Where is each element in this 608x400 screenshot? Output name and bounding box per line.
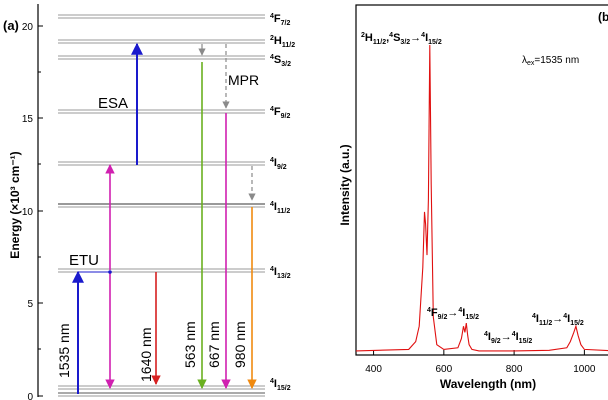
etu-label: ETU: [69, 252, 99, 269]
wl-label-667: 667 nm: [206, 321, 222, 368]
mpr-label: MPR: [228, 72, 259, 88]
peak-label-green: 2H11/2,4S3/2→4I15/2: [361, 32, 442, 46]
esa-label: ESA: [98, 95, 128, 112]
energy-tick-0: 0: [27, 392, 33, 400]
panel-a: (a) 0 5 10 15 20 Energy (×10³ cm⁻¹): [3, 4, 295, 400]
energy-ticks: [38, 25, 43, 397]
level-label-4i152: 4I15/2: [270, 378, 291, 392]
peak-label-red: 4F9/2→4I15/2: [427, 307, 479, 321]
peak-label-i92: 4I9/2→4I15/2: [484, 331, 532, 345]
energy-tick-15: 15: [22, 114, 34, 125]
level-label-4i112: 4I11/2: [270, 201, 290, 215]
wl-label-980: 980 nm: [232, 321, 248, 368]
energy-tick-20: 20: [22, 22, 34, 33]
excitation-label: λex=1535 nm: [522, 55, 579, 67]
wl-tick-1000: 1000: [573, 364, 596, 375]
x-axis-title: Wavelength (nm): [440, 377, 536, 391]
level-label-4s32: 4S3/2: [270, 54, 291, 68]
wl-tick-400: 400: [365, 364, 382, 375]
level-label-2h112: 2H11/2: [270, 35, 295, 49]
peak-label-nir: 4I11/2→4I15/2: [532, 313, 584, 327]
level-label-4i92: 4I9/2: [270, 157, 287, 171]
wl-label-1535: 1535 nm: [56, 324, 72, 378]
wl-label-1640: 1640 nm: [138, 328, 154, 382]
level-label-4f92: 4F9/2: [270, 106, 290, 120]
level-label-4f72: 4F7/2: [270, 13, 290, 27]
energy-tick-5: 5: [27, 299, 33, 310]
etu-dot: [108, 270, 112, 274]
level-label-4i132: 4I13/2: [270, 266, 291, 280]
spectrum-line: [355, 44, 608, 352]
y-axis-title: Intensity (a.u.): [338, 144, 352, 225]
wl-tick-800: 800: [506, 364, 523, 375]
wl-tick-600: 600: [435, 364, 452, 375]
plot-frame: [355, 4, 608, 356]
panel-b: (b) 400 600 800 1000 Wavelength (nm) Int…: [338, 4, 608, 391]
transition-arrows: [72, 42, 257, 394]
energy-levels: [58, 14, 265, 397]
energy-axis-title: Energy (×10³ cm⁻¹): [8, 151, 22, 258]
energy-tick-10: 10: [22, 207, 34, 218]
level-labels: 4F7/2 2H11/2 4S3/2 4F9/2 4I9/2 4I11/2 4I…: [270, 13, 295, 392]
panel-b-label: (b): [598, 10, 608, 24]
wl-label-563: 563 nm: [182, 321, 198, 368]
panel-a-label: (a): [3, 18, 19, 33]
